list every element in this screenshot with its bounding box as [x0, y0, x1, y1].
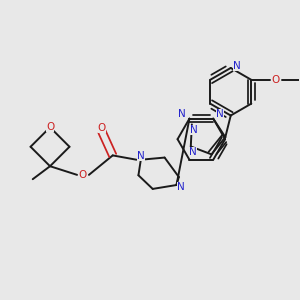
Text: N: N: [190, 125, 198, 135]
Text: O: O: [271, 75, 279, 85]
Text: N: N: [178, 109, 186, 119]
Text: N: N: [216, 109, 224, 119]
Text: O: O: [46, 122, 54, 132]
Text: N: N: [177, 182, 185, 192]
Text: O: O: [98, 123, 106, 134]
Text: N: N: [137, 152, 145, 161]
Text: N: N: [233, 61, 241, 71]
Text: O: O: [78, 170, 87, 180]
Text: N: N: [189, 147, 197, 157]
